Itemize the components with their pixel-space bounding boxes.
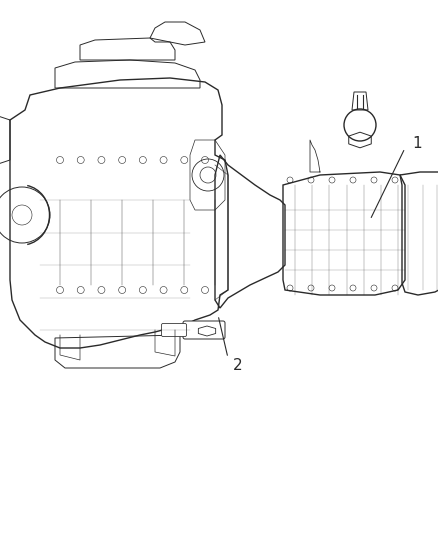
FancyBboxPatch shape	[162, 324, 187, 336]
Text: 1: 1	[412, 135, 422, 150]
Text: 2: 2	[233, 358, 243, 373]
FancyBboxPatch shape	[183, 321, 225, 339]
